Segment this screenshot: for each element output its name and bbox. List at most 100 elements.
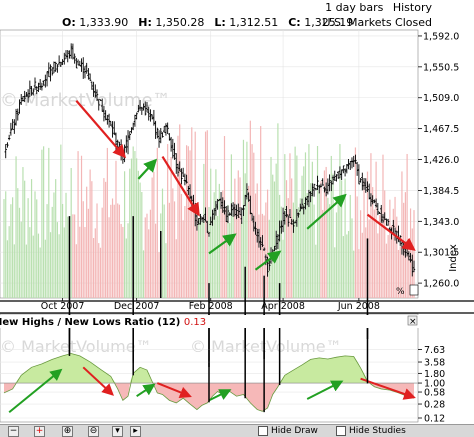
volume-bar xyxy=(22,167,24,298)
volume-bar xyxy=(311,161,313,298)
volume-bar xyxy=(122,226,124,298)
volume-bar xyxy=(313,204,315,298)
hide-draw-toggle[interactable]: Hide Draw xyxy=(258,426,318,436)
volume-bar xyxy=(341,180,343,298)
volume-bar xyxy=(377,233,379,298)
volume-bar xyxy=(378,215,381,298)
volume-bar xyxy=(323,170,326,298)
stock-chart[interactable]: 1,592.0 1,550.5 1,509.0 1,467.5 1,426.0 1,384… xyxy=(0,28,474,424)
ratio-tick-label: 0.12 xyxy=(424,414,445,425)
zoom-out-icon[interactable]: ⊕ xyxy=(62,426,73,437)
plus-icon[interactable]: + xyxy=(34,426,45,437)
volume-bar xyxy=(96,203,98,298)
scroll-right-icon[interactable]: ▸ xyxy=(130,426,141,437)
volume-bar xyxy=(49,232,52,298)
volume-bar xyxy=(106,147,108,298)
volume-bar xyxy=(117,203,119,298)
volume-bar xyxy=(184,206,186,298)
volume-bar xyxy=(351,218,353,298)
volume-bar xyxy=(120,223,122,298)
price-tick-label: 1,550.5 xyxy=(423,62,459,73)
volume-bar xyxy=(77,151,79,298)
volume-bar xyxy=(304,152,307,298)
volume-bar xyxy=(335,212,338,298)
close-study-icon[interactable] xyxy=(407,315,418,326)
volume-bar xyxy=(161,188,164,298)
ohlc-key: O: xyxy=(62,16,76,29)
volume-bar xyxy=(137,170,139,298)
volume-bar xyxy=(158,252,160,298)
volume-bar xyxy=(220,197,222,298)
volume-bar xyxy=(65,192,67,298)
volume-bar xyxy=(287,198,289,298)
volume-bar xyxy=(141,192,143,298)
ratio-arrow-down xyxy=(82,366,114,396)
volume-bar xyxy=(151,177,153,298)
volume-bar xyxy=(303,166,305,298)
volume-bar xyxy=(397,249,400,298)
hide-studies-checkbox[interactable] xyxy=(336,426,346,436)
trend-arrow-up xyxy=(137,158,158,180)
volume-bar xyxy=(328,204,331,298)
volume-bar xyxy=(142,250,145,298)
volume-bar xyxy=(375,161,377,298)
volume-bar xyxy=(148,229,150,298)
ratio-tick-label: 0.28 xyxy=(424,400,445,411)
minus-icon[interactable]: − xyxy=(8,426,19,437)
volume-bar xyxy=(318,191,320,298)
volume-bar xyxy=(191,127,193,298)
trend-arrow-down xyxy=(366,213,416,251)
volume-bar xyxy=(139,182,141,298)
volume-bar xyxy=(266,189,269,298)
volume-bar xyxy=(167,144,169,298)
hide-studies-toggle[interactable]: Hide Studies xyxy=(336,426,406,436)
volume-bar xyxy=(261,213,264,298)
ratio-line xyxy=(3,353,415,412)
x-tick-label: Feb 2008 xyxy=(189,301,233,312)
history-link[interactable]: History xyxy=(392,1,432,14)
hide-draw-label: Hide Draw xyxy=(271,426,318,436)
percent-box[interactable] xyxy=(409,284,419,296)
volume-bar xyxy=(365,227,367,298)
volume-bar xyxy=(189,150,191,298)
volume-bar xyxy=(260,126,262,298)
volume-bar xyxy=(242,139,245,298)
volume-bar xyxy=(74,214,76,298)
volume-bar xyxy=(258,214,260,298)
volume-bar xyxy=(282,239,284,298)
volume-bar xyxy=(27,198,29,298)
ratio-current-value: 0.13 xyxy=(184,317,206,328)
volume-bar xyxy=(237,170,239,298)
price-tick-label: 1,384.5 xyxy=(423,186,459,197)
volume-bar xyxy=(108,217,110,298)
volume-bar xyxy=(136,158,138,298)
ohlc-item: L: 1,312.51 xyxy=(214,16,278,29)
volume-bar xyxy=(370,153,372,298)
volume-bar xyxy=(123,171,126,298)
volume-bar xyxy=(115,160,117,298)
volume-bar xyxy=(130,158,133,298)
volume-bar xyxy=(217,215,219,298)
volume-bar xyxy=(366,171,369,298)
ratio-arrow-up xyxy=(208,389,232,402)
volume-bar xyxy=(199,214,201,298)
trend-arrow-down xyxy=(161,155,200,217)
volume-bar xyxy=(211,217,214,298)
interval-info: 1 day bars History xyxy=(325,1,432,14)
y-axis-label: Index xyxy=(448,244,459,272)
scroll-left-icon[interactable]: ▾ xyxy=(112,426,123,437)
chart-toolbar: − + ⊕ ⊖ ▾ ▸ Hide Draw Hide Studies xyxy=(0,424,474,437)
volume-bar xyxy=(239,177,241,298)
hide-draw-checkbox[interactable] xyxy=(258,426,268,436)
price-tick-label: 1,592.0 xyxy=(423,31,459,42)
trend-arrow-up xyxy=(254,250,282,271)
volume-bar xyxy=(339,144,341,298)
zoom-in-icon[interactable]: ⊖ xyxy=(88,426,99,437)
volume-bar xyxy=(51,206,53,298)
price-tick-label: 1,260.0 xyxy=(423,279,459,290)
volume-bar xyxy=(175,239,177,298)
volume-bar xyxy=(246,141,248,298)
volume-bar xyxy=(272,174,274,298)
ratio-tick-label: 3.58 xyxy=(424,358,445,369)
volume-bar xyxy=(44,239,46,298)
